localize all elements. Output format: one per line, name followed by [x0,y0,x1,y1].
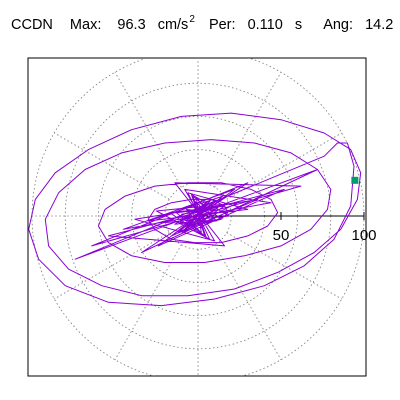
chart-header: CCDN Max: 96.3 cm/s2 Per: 0.110 s Ang: 1… [11,14,394,33]
trace-layer [28,112,362,307]
per-value: 0.110 [247,17,283,33]
max-unit: cm/s [157,17,189,33]
motion-trace [28,112,362,307]
radial-axis: 50 100 [198,212,377,244]
per-unit: s [294,17,303,33]
ang-value: 14.2 [365,17,394,33]
station-code: CCDN [11,17,53,33]
radial-tick-label: 50 [273,227,290,244]
per-label: Per: [208,17,236,33]
ang-label: Ang: [323,17,354,33]
max-label: Max: [69,17,102,33]
plot-frame [27,57,367,377]
max-value: 96.3 [117,17,146,33]
marker-layer [351,176,359,184]
radial-tick-label: 100 [351,227,376,244]
max-unit-exponent: 2 [189,14,195,25]
peak-marker [351,176,359,184]
